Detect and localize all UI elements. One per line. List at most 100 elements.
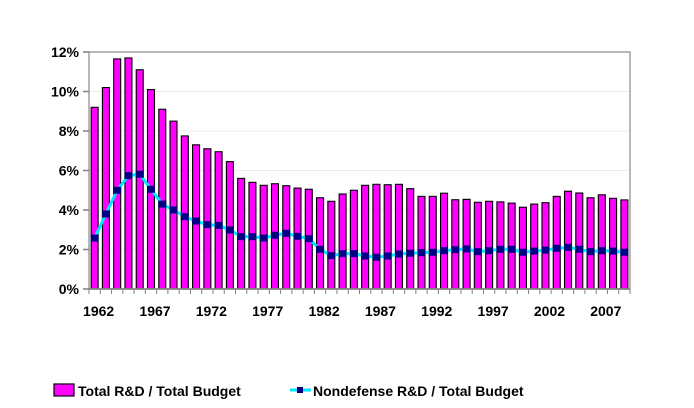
x-tick-label: 1997 [478, 303, 509, 319]
bar [383, 184, 392, 290]
bar [101, 87, 110, 290]
x-tick-label: 1967 [139, 303, 170, 319]
bar [485, 200, 494, 290]
x-tick-label: 1982 [308, 303, 339, 319]
y-tick-label: 4% [59, 202, 80, 218]
x-tick-label: 2007 [590, 303, 621, 319]
bar [620, 199, 629, 290]
line-marker [270, 231, 279, 239]
bar [597, 194, 606, 290]
bar [214, 151, 223, 290]
line-marker [473, 248, 482, 256]
bar [349, 189, 358, 290]
line-marker [90, 234, 99, 242]
line-marker [541, 246, 550, 254]
line-marker [406, 249, 415, 257]
legend-swatch-bar [53, 383, 75, 397]
bar [462, 198, 471, 290]
bar [439, 192, 449, 290]
line-marker [496, 245, 505, 253]
line-marker [135, 170, 144, 178]
bar [586, 197, 595, 290]
bar [203, 148, 212, 290]
bar [473, 201, 482, 290]
line-marker [124, 172, 133, 180]
bar [361, 184, 370, 290]
y-tick-label: 12% [51, 44, 80, 60]
line-marker [180, 213, 189, 221]
bar [451, 199, 460, 290]
bar [406, 188, 415, 290]
line-marker [316, 245, 325, 253]
line-marker [113, 186, 122, 194]
line-marker [192, 217, 201, 225]
bar [338, 193, 347, 290]
bar [394, 183, 403, 290]
line-series [90, 170, 629, 261]
legend-label-nondefense: Nondefense R&D / Total Budget [313, 383, 524, 399]
bar [225, 161, 234, 290]
line-marker [101, 210, 110, 218]
bar [113, 58, 122, 290]
line-marker [146, 185, 155, 193]
bar [90, 106, 99, 290]
line-marker [327, 252, 336, 260]
y-tick-label: 10% [51, 84, 80, 100]
bar [518, 206, 527, 290]
line-marker [575, 245, 584, 253]
y-tick-label: 8% [59, 123, 80, 139]
line-marker [564, 243, 573, 251]
line-marker [440, 247, 449, 255]
bar [316, 197, 325, 290]
x-tick-label: 1977 [252, 303, 283, 319]
bar [282, 185, 291, 290]
line-marker [417, 249, 426, 257]
bar [541, 202, 550, 290]
line-marker [462, 245, 471, 253]
line-marker [507, 245, 516, 253]
y-axis: 0% 2% 4% 6% 8% 10% 12% [51, 44, 89, 297]
bar [563, 190, 573, 290]
line-marker [597, 247, 606, 255]
x-tick-label: 1962 [83, 303, 114, 319]
bar [192, 144, 201, 290]
bar [169, 120, 178, 290]
bar [417, 195, 426, 290]
bar [496, 201, 505, 290]
line-marker [214, 221, 223, 229]
line-marker [349, 250, 358, 258]
line-marker [293, 232, 302, 240]
x-tick-label: 2002 [534, 303, 565, 319]
line-marker [586, 248, 595, 256]
line-marker [169, 206, 178, 214]
bar [530, 203, 539, 290]
x-tick-label: 1992 [421, 303, 452, 319]
line-marker [428, 248, 437, 256]
y-tick-label: 2% [59, 242, 80, 258]
y-tick-label: 6% [59, 163, 80, 179]
bar [428, 195, 437, 290]
bar [552, 195, 561, 290]
line-marker [552, 244, 561, 252]
line-marker [304, 235, 313, 243]
line-marker [620, 248, 629, 256]
x-tick-label: 1972 [196, 303, 227, 319]
bar [609, 197, 618, 290]
line-marker [451, 246, 460, 254]
bar [327, 200, 336, 290]
line-marker [338, 250, 347, 258]
line-marker [259, 234, 268, 242]
line-marker [203, 221, 212, 229]
x-axis: 1962 1967 1972 1977 1982 1987 1992 1997 2002 2007 [83, 288, 631, 319]
bar [372, 183, 381, 290]
x-tick-label: 1987 [365, 303, 396, 319]
line-marker [485, 247, 494, 255]
line-marker [248, 233, 257, 241]
line-marker [237, 233, 246, 241]
y-tick-label: 0% [59, 281, 80, 297]
line-marker [518, 248, 527, 256]
line-marker [609, 247, 618, 255]
line-marker [361, 252, 370, 260]
line-marker [158, 200, 167, 208]
